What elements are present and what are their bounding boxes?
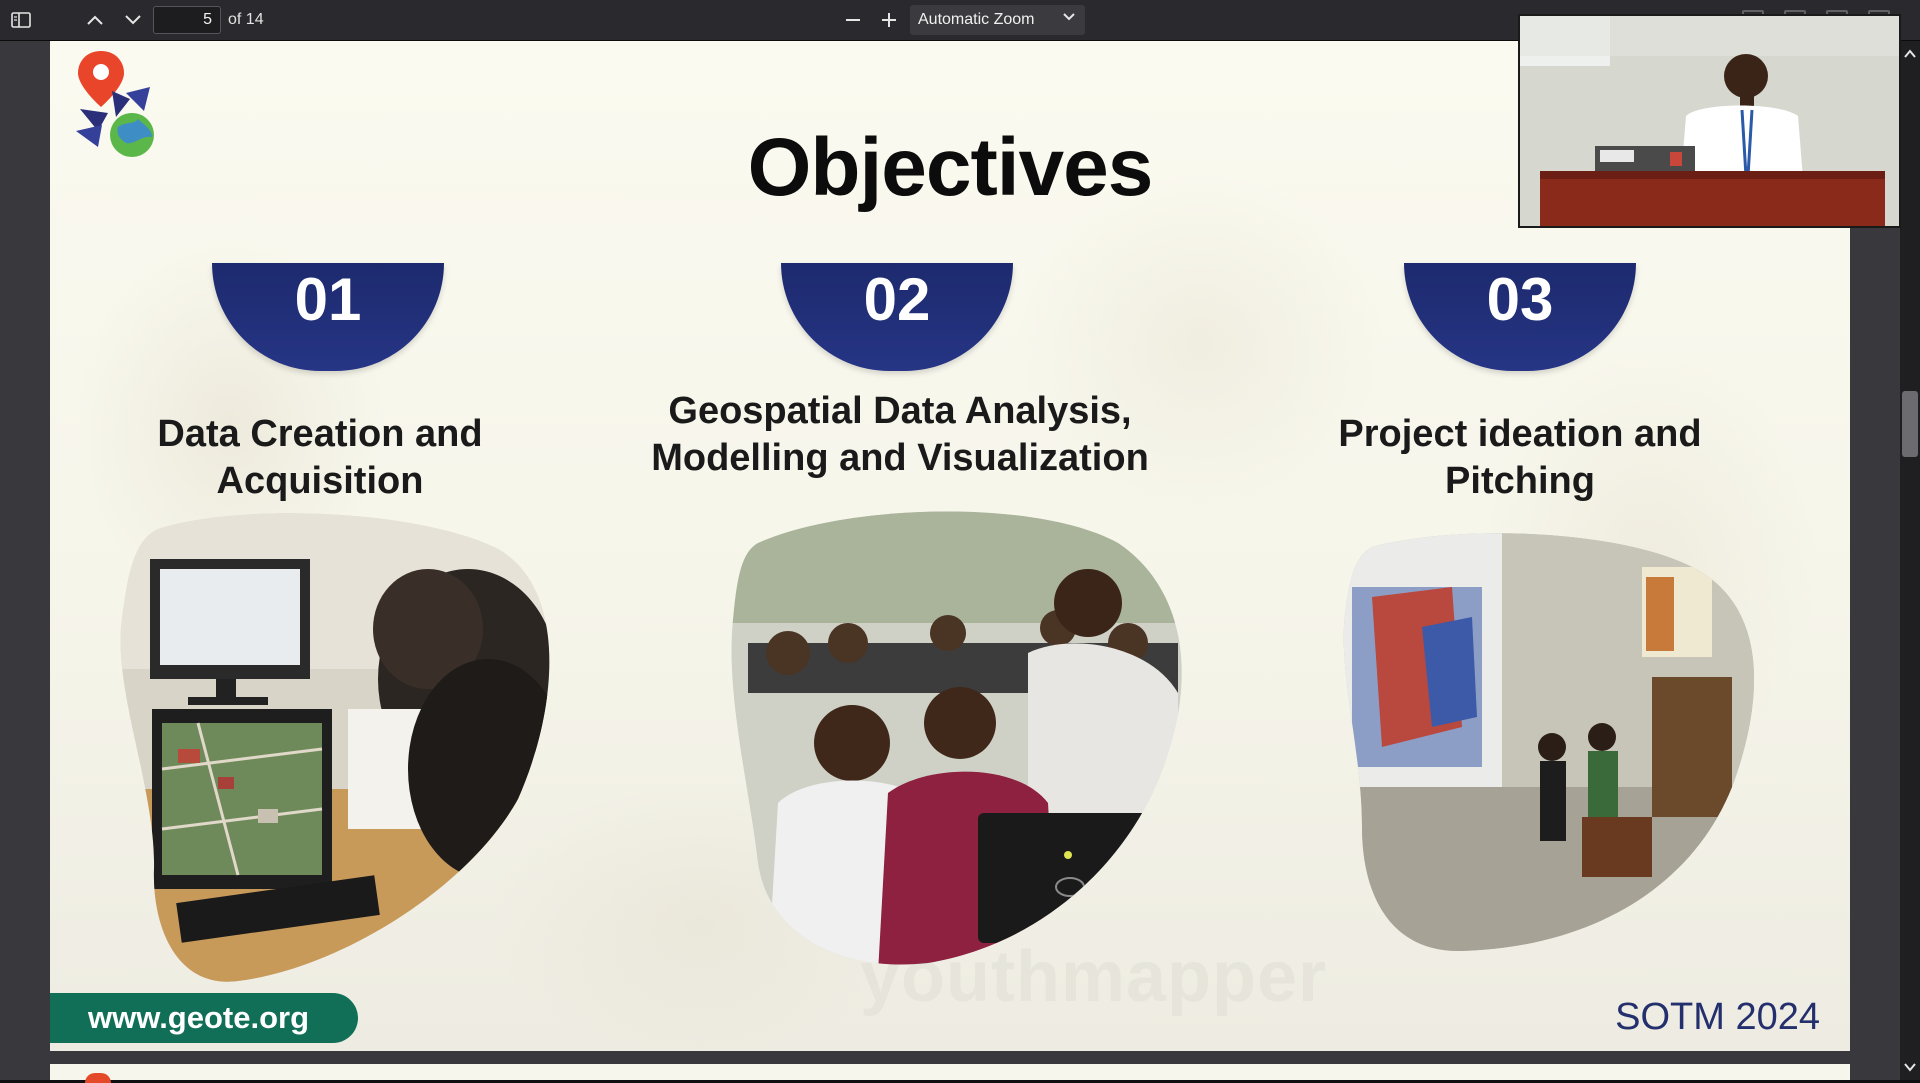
- objective-badge-01: 01: [212, 263, 444, 371]
- chevron-up-icon: [87, 15, 103, 25]
- vertical-scrollbar[interactable]: [1900, 41, 1920, 1080]
- scroll-up-icon[interactable]: [1903, 47, 1917, 61]
- presenter-video-frame: [1520, 16, 1899, 226]
- geote-logo: [76, 51, 154, 157]
- plus-icon: [882, 13, 896, 27]
- photo-data-creation: [120, 513, 550, 982]
- objective-number: 03: [1486, 266, 1554, 333]
- previous-page-button[interactable]: [80, 6, 110, 34]
- objective-title-01: Data Creation and Acquisition: [90, 411, 550, 505]
- zoom-select-value: Automatic Zoom: [918, 11, 1035, 28]
- event-label: SOTM 2024: [1615, 996, 1820, 1038]
- objective-title-line: Pitching: [1445, 460, 1595, 502]
- photo-data-analysis: [731, 511, 1182, 965]
- website-banner: www.geote.org: [50, 993, 358, 1043]
- objective-title-line: Project ideation and: [1338, 413, 1702, 455]
- scrollbar-thumb[interactable]: [1902, 391, 1918, 457]
- presenter-video: [1518, 14, 1901, 228]
- objective-title-line: Data Creation and: [157, 413, 483, 455]
- sidebar-toggle-icon[interactable]: [6, 6, 36, 34]
- page-number-input[interactable]: [153, 6, 221, 34]
- objective-number: 01: [294, 266, 362, 333]
- objective-title-line: Modelling and Visualization: [651, 437, 1149, 479]
- logo-pin-icon: [85, 1073, 111, 1083]
- chevron-down-icon: [1063, 13, 1075, 21]
- objective-title-line: Geospatial Data Analysis,: [668, 390, 1132, 432]
- zoom-out-button[interactable]: [838, 6, 868, 34]
- zoom-in-button[interactable]: [874, 6, 904, 34]
- zoom-select[interactable]: Automatic Zoom: [910, 5, 1085, 35]
- objective-title-line: Acquisition: [216, 460, 424, 502]
- objective-badge-03: 03: [1404, 263, 1636, 371]
- objective-title-03: Project ideation and Pitching: [1280, 411, 1760, 505]
- next-page-preview: [50, 1064, 1850, 1083]
- objective-badge-02: 02: [781, 263, 1013, 371]
- youthmapper-watermark: youthmapper: [860, 937, 1328, 1017]
- chevron-down-icon: [125, 15, 141, 25]
- page-count-label: of 14: [228, 11, 264, 28]
- minus-icon: [846, 19, 860, 21]
- scroll-down-icon[interactable]: [1903, 1060, 1917, 1074]
- slide-title: Objectives: [747, 122, 1154, 213]
- objective-title-02: Geospatial Data Analysis, Modelling and …: [610, 388, 1190, 482]
- photo-project-pitching: [1343, 533, 1755, 952]
- next-page-button[interactable]: [118, 6, 148, 34]
- objective-number: 02: [863, 266, 931, 333]
